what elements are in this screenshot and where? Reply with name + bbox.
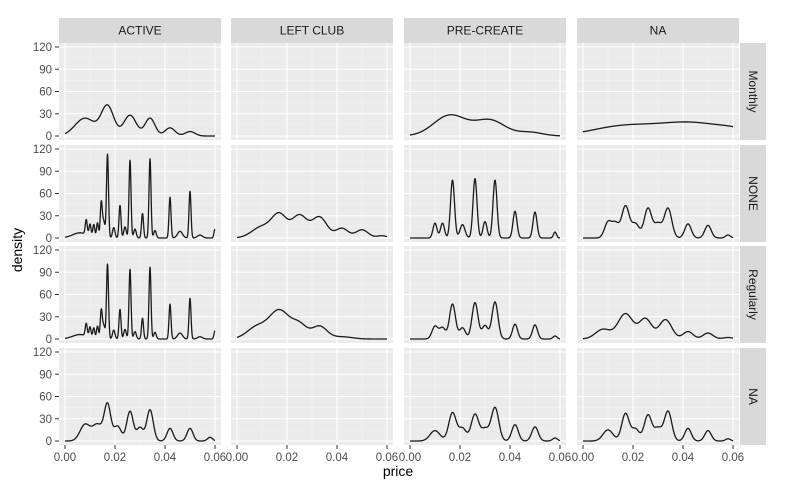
y-tick-label: 60 [39, 87, 52, 99]
y-tick-label: 90 [39, 64, 52, 76]
density-line-monthly-active [64, 104, 216, 137]
panel-na-active [59, 348, 221, 445]
strip-background [577, 18, 739, 43]
x-tick-label: 0.06 [204, 452, 226, 464]
column-strip-na: NA [577, 18, 739, 43]
panel-regularly-pre-create [404, 246, 566, 343]
panel-none-na [577, 145, 739, 242]
panel-na-left-club [231, 348, 393, 445]
y-tick-label: 0 [46, 233, 52, 245]
strip-background [740, 246, 766, 343]
row-strip-label: NONE [746, 176, 760, 211]
x-tick-label: 0.00 [399, 452, 421, 464]
y-tick-label: 60 [39, 189, 52, 201]
y-tick-label: 120 [33, 245, 52, 257]
y-tick-label: 30 [39, 109, 52, 121]
column-strip-label: NA [650, 24, 667, 38]
y-tick-label: 60 [39, 290, 52, 302]
panel-regularly-na [577, 246, 739, 343]
row-strip-label: Monthly [746, 70, 760, 112]
density-line-regularly-na [582, 312, 734, 340]
column-strip-pre-create: PRE-CREATE [404, 18, 566, 43]
y-axis-title: density [9, 228, 25, 272]
strip-background [231, 18, 393, 43]
y-tick-label: 90 [39, 267, 52, 279]
panel-monthly-pre-create [404, 43, 566, 140]
y-tick-label: 30 [39, 414, 52, 426]
column-strip-left-club: LEFT CLUB [231, 18, 393, 43]
density-line-regularly-left-club [236, 308, 388, 340]
strip-background [740, 145, 766, 242]
density-line-none-left-club [236, 211, 388, 239]
x-tick-label: 0.00 [572, 452, 594, 464]
x-tick-label: 0.04 [672, 452, 695, 464]
row-strip-none: NONE [740, 145, 766, 242]
density-line-none-pre-create [409, 178, 561, 239]
x-tick-label: 0.00 [226, 452, 248, 464]
x-tick-label: 0.02 [104, 452, 126, 464]
row-strip-label: Regularly [746, 269, 760, 320]
x-tick-label: 0.06 [376, 452, 398, 464]
density-line-na-active [64, 402, 216, 442]
panel-none-left-club [231, 145, 393, 242]
y-tick-label: 0 [46, 131, 52, 143]
facet-strips: ACTIVE LEFT CLUB PRE-CREATE NA Monthly NONE Re… [59, 18, 766, 445]
x-tick-label: 0.02 [449, 452, 471, 464]
density-line-regularly-pre-create [409, 301, 561, 340]
column-strip-label: PRE-CREATE [447, 24, 523, 38]
density-line-regularly-active [64, 263, 216, 340]
panel-none-pre-create [404, 145, 566, 242]
panel-monthly-left-club [231, 43, 393, 140]
panel-monthly-active [59, 43, 221, 140]
y-tick-label: 120 [33, 144, 52, 156]
density-line-na-pre-create [409, 406, 561, 442]
row-strip-label: NA [746, 388, 760, 405]
column-strip-active: ACTIVE [59, 18, 221, 43]
x-tick-label: 0.02 [276, 452, 298, 464]
x-tick-label: 0.00 [54, 452, 76, 464]
y-tick-label: 30 [39, 211, 52, 223]
density-line-none-active [64, 153, 216, 239]
y-tick-label: 90 [39, 369, 52, 381]
x-tick-label: 0.02 [622, 452, 644, 464]
y-tick-label: 90 [39, 166, 52, 178]
x-tick-label: 0.04 [326, 452, 349, 464]
x-tick-label: 0.06 [549, 452, 571, 464]
density-line-monthly-na [582, 121, 734, 133]
panel-regularly-active [59, 246, 221, 343]
panel-na-na [577, 348, 739, 445]
panels-layer [59, 43, 739, 445]
row-strip-monthly: Monthly [740, 43, 766, 140]
y-tick-label: 120 [33, 347, 52, 359]
density-line-na-na [582, 410, 734, 442]
y-tick-label: 0 [46, 436, 52, 448]
x-tick-label: 0.04 [154, 452, 177, 464]
row-strip-na: NA [740, 348, 766, 445]
column-strip-label: LEFT CLUB [280, 24, 344, 38]
panel-monthly-na [577, 43, 739, 140]
strip-background [740, 348, 766, 445]
y-tick-label: 30 [39, 312, 52, 324]
panel-none-active [59, 145, 221, 242]
x-axis-title: price [383, 463, 414, 479]
y-tick-label: 0 [46, 334, 52, 346]
column-strip-label: ACTIVE [118, 24, 161, 38]
y-tick-label: 120 [33, 42, 52, 54]
strip-background [740, 43, 766, 140]
strip-background [404, 18, 566, 43]
x-tick-label: 0.06 [722, 452, 744, 464]
row-strip-regularly: Regularly [740, 246, 766, 343]
density-line-none-na [582, 204, 734, 239]
strip-background [59, 18, 221, 43]
x-axis: 0.00 0.02 0.04 0.06 0.00 0.02 0.04 0.06 0.00 0.02… [54, 445, 744, 464]
density-line-monthly-pre-create [409, 114, 561, 137]
x-tick-label: 0.04 [499, 452, 522, 464]
panel-na-pre-create [404, 348, 566, 445]
y-tick-label: 60 [39, 392, 52, 404]
